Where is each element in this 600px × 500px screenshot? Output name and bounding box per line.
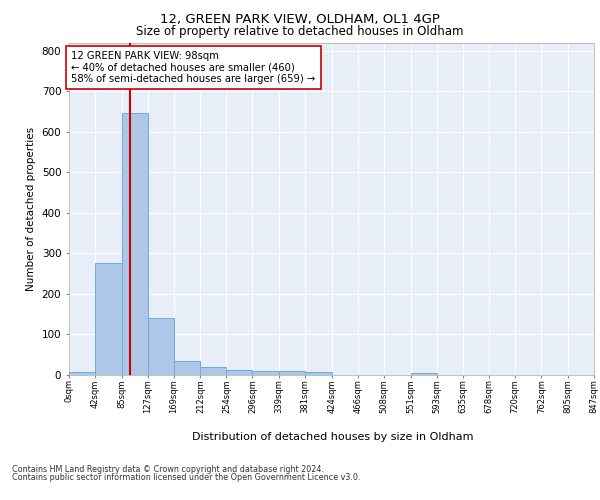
Bar <box>122 114 148 375</box>
Text: Size of property relative to detached houses in Oldham: Size of property relative to detached ho… <box>136 25 464 38</box>
Bar <box>253 371 279 375</box>
Bar <box>410 372 437 375</box>
Bar <box>226 370 253 375</box>
Text: Distribution of detached houses by size in Oldham: Distribution of detached houses by size … <box>192 432 474 442</box>
Bar <box>279 371 305 375</box>
Text: 12, GREEN PARK VIEW, OLDHAM, OL1 4GP: 12, GREEN PARK VIEW, OLDHAM, OL1 4GP <box>160 12 440 26</box>
Bar <box>174 361 200 375</box>
Text: 12 GREEN PARK VIEW: 98sqm
← 40% of detached houses are smaller (460)
58% of semi: 12 GREEN PARK VIEW: 98sqm ← 40% of detac… <box>71 50 316 84</box>
Text: Contains HM Land Registry data © Crown copyright and database right 2024.: Contains HM Land Registry data © Crown c… <box>12 465 324 474</box>
Y-axis label: Number of detached properties: Number of detached properties <box>26 126 36 291</box>
Bar <box>305 372 332 375</box>
Bar <box>95 264 122 375</box>
Bar <box>148 318 174 375</box>
Bar <box>200 367 226 375</box>
Bar <box>69 372 95 375</box>
Text: Contains public sector information licensed under the Open Government Licence v3: Contains public sector information licen… <box>12 474 361 482</box>
